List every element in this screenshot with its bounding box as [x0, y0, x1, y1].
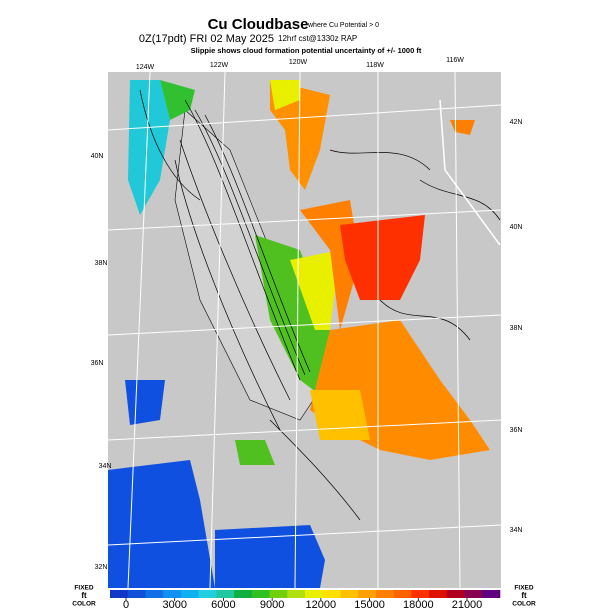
colorbar-swatch — [198, 590, 217, 598]
colorbar-swatch — [411, 590, 430, 598]
lat-label: 40N — [91, 153, 104, 160]
lat-label: 36N — [91, 360, 104, 367]
colorbar-swatch — [216, 590, 235, 598]
colorbar-tick-label: 21000 — [452, 599, 483, 611]
orange-ne — [450, 120, 475, 135]
lat-label: 32N — [95, 564, 108, 571]
lon-label: 124W — [136, 64, 155, 71]
run-time: 0Z(17pdt) FRI 02 May 2025 — [139, 33, 274, 45]
lon-label: 118W — [366, 62, 384, 69]
lat-label: 42N — [510, 119, 523, 126]
colorbar-swatch — [163, 590, 182, 598]
colorbar-swatch — [482, 590, 501, 598]
green-sierra — [255, 235, 330, 395]
colorbar-side-label: ft — [81, 591, 87, 600]
coastal-band — [128, 80, 170, 215]
colorbar-side-label: COLOR — [72, 601, 96, 608]
title: Cu Cloudbase — [208, 16, 309, 33]
blue-channel — [125, 380, 165, 425]
colorbar-swatch — [251, 590, 270, 598]
graticule — [107, 71, 502, 589]
lat-labels-left: 40N 38N 36N 34N 32N — [91, 153, 112, 571]
colorbar-swatch — [446, 590, 465, 598]
colorbar-swatch — [269, 590, 288, 598]
colorbar-swatch — [375, 590, 394, 598]
blue-sw — [108, 460, 215, 588]
colorbar-swatch — [340, 590, 359, 598]
run-note: 12hrf cst@1330z RAP — [278, 34, 357, 43]
colorbar-tick-label: 0 — [123, 599, 129, 611]
colorbar-swatch — [287, 590, 306, 598]
colorbar-swatch — [305, 590, 324, 598]
colorbar-swatch — [393, 590, 412, 598]
map — [107, 71, 502, 589]
green-north — [160, 80, 195, 120]
yellow-south — [310, 390, 370, 440]
lat-label: 36N — [510, 427, 523, 434]
green-south — [235, 440, 275, 465]
colorbar-swatch — [180, 590, 199, 598]
colorbar: 0 3000 6000 9000 12000 15000 18000 21000FIXEDft… — [72, 585, 536, 611]
colorbar-swatch — [358, 590, 377, 598]
colorbar-swatch — [127, 590, 146, 598]
lon-label: 120W — [289, 59, 308, 66]
colorbar-tick-label: 18000 — [403, 599, 434, 611]
lat-label: 38N — [95, 260, 108, 267]
orange-north — [270, 80, 330, 190]
lat-label: 40N — [510, 224, 523, 231]
colorbar-side-label: ft — [521, 591, 527, 600]
yellow-north — [270, 80, 300, 110]
colorbar-tick-label: 9000 — [260, 599, 284, 611]
colorbar-tick-label: 6000 — [211, 599, 235, 611]
lat-label: 38N — [510, 325, 523, 332]
state-border — [439, 99, 501, 246]
lon-label: 116W — [446, 57, 464, 64]
colorbar-side-label: COLOR — [512, 601, 536, 608]
lon-labels: 124W 122W 120W 118W 116W — [136, 57, 464, 71]
title-note: where Cu Potential > 0 — [307, 22, 379, 29]
colorbar-swatch — [429, 590, 448, 598]
colorbar-side-label: FIXED — [514, 585, 533, 592]
colorbar-side-label: FIXED — [74, 585, 93, 592]
red-nevada — [340, 215, 425, 300]
colorbar-tick-label: 3000 — [162, 599, 186, 611]
lon-label: 122W — [210, 62, 229, 69]
colorbar-swatch — [145, 590, 164, 598]
blue-south — [215, 525, 325, 588]
colorbar-swatch — [234, 590, 253, 598]
colorbar-swatch — [464, 590, 483, 598]
lat-label: 34N — [99, 463, 112, 470]
lat-label: 34N — [510, 527, 523, 534]
colorbar-swatch — [322, 590, 341, 598]
colorbar-swatch — [110, 590, 129, 598]
colorbar-tick-label: 12000 — [306, 599, 337, 611]
lat-labels-right: 42N 40N 38N 36N 34N — [510, 119, 523, 534]
colorbar-tick-label: 15000 — [354, 599, 385, 611]
subtitle: Slippie shows cloud formation potential … — [191, 46, 422, 55]
yellow-sierra — [290, 250, 340, 330]
